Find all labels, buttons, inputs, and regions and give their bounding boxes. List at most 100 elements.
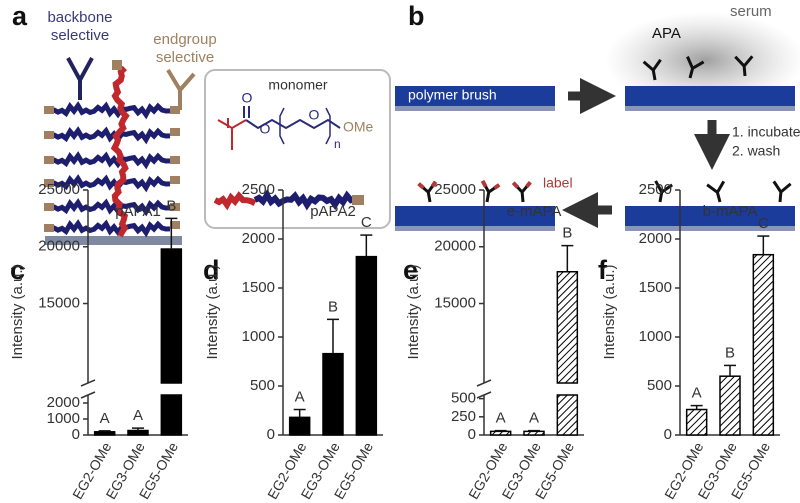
endgroup <box>170 176 180 184</box>
label: endgroup <box>153 31 216 48</box>
endgroup <box>170 128 180 136</box>
annotation: B <box>166 197 176 214</box>
panel-label: b <box>408 1 425 31</box>
bar <box>160 248 183 384</box>
y-tick-label: 1500 <box>639 279 672 296</box>
annotation: A <box>295 388 305 405</box>
annotation: A <box>133 407 143 424</box>
bar-chart: 0 500 1000 1500 2000 2500 Intensity (a.u.) pAPA… <box>204 181 383 502</box>
label: selective <box>156 49 214 66</box>
axis-break <box>476 391 492 399</box>
y-tick-label: 0 <box>664 426 672 443</box>
subscript: n <box>334 137 341 151</box>
annotation: B <box>562 225 572 242</box>
y-tick-label: 500 <box>647 377 672 394</box>
label-tag <box>480 179 501 190</box>
label: label <box>543 175 573 191</box>
brush <box>625 206 795 226</box>
annotation: A <box>100 410 110 427</box>
y-tick-label: 2500 <box>242 181 275 198</box>
antibody <box>686 56 705 79</box>
antibody <box>734 55 754 77</box>
bond <box>243 106 341 130</box>
endgroup <box>170 221 180 229</box>
y-tick-label: 2000 <box>47 394 80 411</box>
chain <box>49 174 171 193</box>
endgroup <box>44 179 54 187</box>
endgroup <box>170 203 180 211</box>
brush <box>395 86 555 106</box>
label: APA <box>652 25 681 42</box>
bar <box>355 255 378 436</box>
axis-break <box>476 379 492 387</box>
chain <box>49 101 171 120</box>
atom: O <box>260 121 271 137</box>
label: monomer <box>268 77 327 93</box>
bar <box>685 408 708 436</box>
chain <box>49 151 171 170</box>
antibody <box>772 180 792 203</box>
panel-label: e <box>403 255 418 285</box>
annotation: B <box>725 344 735 361</box>
endgroup <box>44 203 54 211</box>
polymer <box>213 191 257 211</box>
axis-break <box>80 379 96 387</box>
annotation: A <box>529 410 539 427</box>
y-tick-label: 2500 <box>639 181 672 198</box>
bar <box>523 430 545 436</box>
endgroup <box>352 195 364 205</box>
bar <box>288 416 311 436</box>
y-tick-label: 20000 <box>434 238 476 255</box>
y-tick-label: 0 <box>72 426 80 443</box>
y-tick-label: 1000 <box>47 410 80 427</box>
antibody <box>654 180 674 203</box>
y-tick-label: 500 <box>250 377 275 394</box>
y-tick-label: 250 <box>451 408 476 425</box>
y-tick-label: 0 <box>267 426 275 443</box>
label: selective <box>51 27 109 44</box>
endgroup <box>44 156 54 164</box>
chain <box>49 126 171 145</box>
bar <box>752 253 775 436</box>
label: 1. incubate <box>732 124 800 140</box>
y-axis-label: Intensity (a.u.) <box>204 264 221 359</box>
panel-label: a <box>12 1 28 31</box>
endgroup <box>170 156 180 164</box>
label: polymer brush <box>408 87 497 103</box>
serum-cloud <box>605 12 800 108</box>
y-axis-label: Intensity (a.u.) <box>9 264 26 359</box>
substrate <box>625 226 795 231</box>
diagram-b: serum APA polymer brush 1. incubate 2. w… <box>395 3 800 231</box>
bar <box>719 375 741 436</box>
brush <box>625 86 795 106</box>
y-tick-label: 25000 <box>38 181 80 198</box>
atom: O <box>309 107 320 123</box>
bar <box>489 430 512 436</box>
axis-break <box>80 391 96 399</box>
bar <box>322 352 344 436</box>
y-axis-label: Intensity (a.u.) <box>601 264 618 359</box>
y-axis-label: Intensity (a.u.) <box>405 264 422 359</box>
chart-title: e-mAPA <box>507 203 562 220</box>
annotation: C <box>361 214 372 231</box>
substrate <box>395 106 555 111</box>
bar <box>93 431 116 436</box>
bar <box>556 394 579 436</box>
substrate <box>395 226 555 231</box>
endgroup <box>112 60 122 70</box>
y-tick-label: 2000 <box>242 230 275 247</box>
y-tick-label: 500 <box>451 390 476 407</box>
atom: OMe <box>343 119 374 135</box>
label: 2. wash <box>732 143 780 159</box>
label: backbone <box>47 9 112 26</box>
y-tick-label: 2000 <box>639 230 672 247</box>
y-tick-label: 25000 <box>434 181 476 198</box>
annotation: B <box>328 298 338 315</box>
antibody <box>642 58 662 81</box>
annotation: A <box>496 410 506 427</box>
diagram-a: backbone selective endgroup selective mo… <box>44 9 391 245</box>
label-tag <box>417 180 438 190</box>
chain <box>49 219 171 238</box>
antibody <box>706 180 726 203</box>
